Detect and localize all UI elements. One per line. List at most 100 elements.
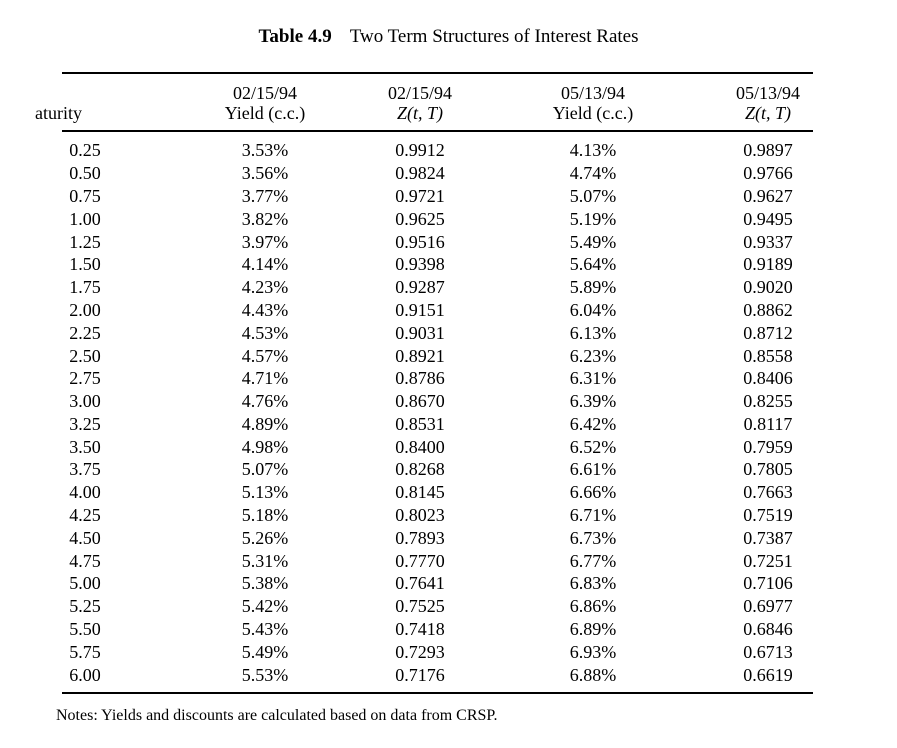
cell-yield-2: 6.71%: [569, 505, 617, 526]
cell-discount-2: 0.8117: [743, 413, 793, 434]
cell-yield-2: 6.04%: [569, 299, 617, 320]
cell-yield-2: 4.74%: [569, 163, 617, 184]
cell-yield-1: 4.23%: [241, 277, 289, 298]
cell-maturity: 4.50: [69, 527, 101, 548]
cell-discount-2: 0.6977: [743, 596, 793, 617]
cell-discount-1: 0.9398: [395, 254, 445, 275]
cell-discount-1: 0.7176: [395, 664, 445, 685]
cell-maturity: 4.00: [69, 482, 101, 503]
cell-discount-2: 0.7959: [743, 436, 793, 457]
header-yield-label-2: Yield (c.c.): [552, 103, 634, 123]
header-maturity-label: aturity: [35, 103, 82, 123]
table-row: 0.50 3.56% 0.9824 4.74% 0.9766: [0, 162, 897, 185]
cell-yield-1: 5.26%: [241, 527, 289, 548]
cell-yield-1: 3.77%: [241, 185, 289, 206]
cell-yield-1: 5.42%: [241, 596, 289, 617]
cell-yield-1: 4.89%: [241, 413, 289, 434]
cell-discount-2: 0.7805: [743, 459, 793, 480]
cell-discount-2: 0.9337: [743, 231, 793, 252]
cell-maturity: 0.75: [69, 185, 101, 206]
cell-discount-1: 0.8023: [395, 505, 445, 526]
cell-maturity: 4.75: [69, 550, 101, 571]
table-row: 0.75 3.77% 0.9721 5.07% 0.9627: [0, 185, 897, 208]
cell-yield-2: 6.66%: [569, 482, 617, 503]
table-row: 1.50 4.14% 0.9398 5.64% 0.9189: [0, 253, 897, 276]
cell-yield-1: 4.76%: [241, 391, 289, 412]
cell-yield-2: 5.64%: [569, 254, 617, 275]
cell-yield-1: 4.53%: [241, 322, 289, 343]
cell-yield-2: 5.19%: [569, 208, 617, 229]
cell-yield-2: 6.88%: [569, 664, 617, 685]
cell-discount-2: 0.7663: [743, 482, 793, 503]
cell-yield-2: 6.83%: [569, 573, 617, 594]
cell-discount-2: 0.9897: [743, 140, 793, 161]
cell-yield-1: 3.56%: [241, 163, 289, 184]
cell-yield-1: 4.43%: [241, 299, 289, 320]
cell-discount-1: 0.9721: [395, 185, 445, 206]
cell-discount-1: 0.7293: [395, 641, 445, 662]
cell-maturity: 5.75: [69, 641, 101, 662]
cell-yield-1: 5.31%: [241, 550, 289, 571]
cell-discount-1: 0.7893: [395, 527, 445, 548]
cell-discount-1: 0.9031: [395, 322, 445, 343]
cell-yield-2: 6.73%: [569, 527, 617, 548]
cell-maturity: 2.00: [69, 299, 101, 320]
cell-maturity: 3.00: [69, 391, 101, 412]
cell-yield-2: 5.07%: [569, 185, 617, 206]
cell-maturity: 2.50: [69, 345, 101, 366]
cell-yield-2: 6.61%: [569, 459, 617, 480]
table-number: Table 4.9: [258, 26, 332, 47]
table-row: 1.00 3.82% 0.9625 5.19% 0.9495: [0, 207, 897, 230]
table-header-rule: [62, 130, 813, 132]
cell-discount-2: 0.7106: [743, 573, 793, 594]
cell-discount-1: 0.8786: [395, 368, 445, 389]
table-row: 3.50 4.98% 0.8400 6.52% 0.7959: [0, 435, 897, 458]
cell-maturity: 2.75: [69, 368, 101, 389]
header-discount-label-2: Z(t, T): [744, 103, 791, 123]
cell-discount-1: 0.9287: [395, 277, 445, 298]
cell-yield-1: 4.98%: [241, 436, 289, 457]
header-date-col3: 02/15/94: [387, 83, 452, 103]
table-body: 0.25 3.53% 0.9912 4.13% 0.9897 0.50 3.56% 0.982…: [0, 139, 897, 686]
cell-discount-1: 0.7418: [395, 619, 445, 639]
table-notes: Notes: Yields and discounts are calculat…: [56, 707, 498, 724]
cell-discount-1: 0.7525: [395, 596, 445, 617]
cell-yield-2: 5.89%: [569, 277, 617, 298]
cell-yield-1: 3.82%: [241, 208, 289, 229]
cell-yield-2: 6.39%: [569, 391, 617, 412]
cell-discount-1: 0.8531: [395, 413, 445, 434]
cell-yield-2: 6.23%: [569, 345, 617, 366]
table-title-text: Two Term Structures of Interest Rates: [349, 26, 639, 47]
header-date-col2: 02/15/94: [232, 83, 297, 103]
cell-yield-1: 5.49%: [241, 641, 289, 662]
cell-yield-1: 5.13%: [241, 482, 289, 503]
cell-discount-1: 0.9151: [395, 299, 445, 320]
table-row: 4.00 5.13% 0.8145 6.66% 0.7663: [0, 481, 897, 504]
cell-yield-1: 5.18%: [241, 505, 289, 526]
cell-yield-2: 6.42%: [569, 413, 617, 434]
cell-yield-1: 5.07%: [241, 459, 289, 480]
cell-maturity: 1.00: [69, 208, 101, 229]
cell-discount-2: 0.9766: [743, 163, 793, 184]
table-row: 5.00 5.38% 0.7641 6.83% 0.7106: [0, 572, 897, 595]
cell-maturity: 5.00: [69, 573, 101, 594]
cell-discount-2: 0.6846: [743, 619, 793, 639]
cell-yield-2: 6.52%: [569, 436, 617, 457]
cell-discount-2: 0.7251: [743, 550, 793, 571]
table-top-rule: [62, 72, 813, 74]
cell-discount-2: 0.6713: [743, 641, 793, 662]
cell-yield-1: 3.97%: [241, 231, 289, 252]
table-row: 5.25 5.42% 0.7525 6.86% 0.6977: [0, 595, 897, 618]
table-row: 2.00 4.43% 0.9151 6.04% 0.8862: [0, 299, 897, 322]
cell-discount-1: 0.7770: [395, 550, 445, 571]
table-row: 2.50 4.57% 0.8921 6.23% 0.8558: [0, 344, 897, 367]
cell-discount-2: 0.7519: [743, 505, 793, 526]
table-row: 0.25 3.53% 0.9912 4.13% 0.9897: [0, 139, 897, 162]
table-row: 6.00 5.53% 0.7176 6.88% 0.6619: [0, 663, 897, 686]
cell-maturity: 0.50: [69, 163, 101, 184]
table-row: 1.25 3.97% 0.9516 5.49% 0.9337: [0, 230, 897, 253]
header-date-col5: 05/13/94: [735, 83, 800, 103]
table-row: 5.75 5.49% 0.7293 6.93% 0.6713: [0, 640, 897, 663]
cell-discount-2: 0.9189: [743, 254, 793, 275]
